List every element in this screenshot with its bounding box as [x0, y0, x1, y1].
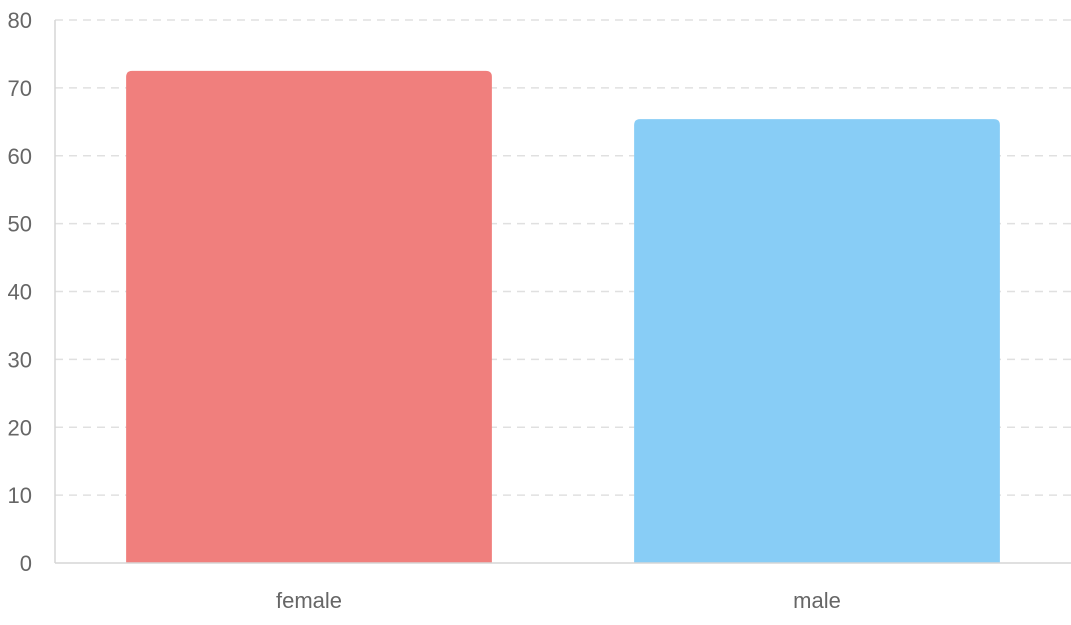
axes	[54, 20, 1071, 564]
y-tick-label: 10	[8, 483, 32, 508]
y-tick-labels: 0 10 20 30 40 50 60 70 80	[8, 8, 32, 576]
y-tick-label: 40	[8, 280, 32, 305]
x-tick-labels: female male	[276, 588, 841, 613]
x-tick-label: female	[276, 588, 342, 613]
y-tick-label: 70	[8, 76, 32, 101]
bar-male[interactable]	[634, 119, 1000, 563]
y-tick-label: 50	[8, 212, 32, 237]
y-tick-label: 60	[8, 144, 32, 169]
y-tick-label: 20	[8, 415, 32, 440]
x-tick-label: male	[793, 588, 841, 613]
y-tick-label: 80	[8, 8, 32, 33]
bar-female[interactable]	[126, 70, 492, 563]
y-tick-label: 30	[8, 347, 32, 372]
y-tick-label: 0	[20, 551, 32, 576]
bars	[126, 70, 1000, 563]
